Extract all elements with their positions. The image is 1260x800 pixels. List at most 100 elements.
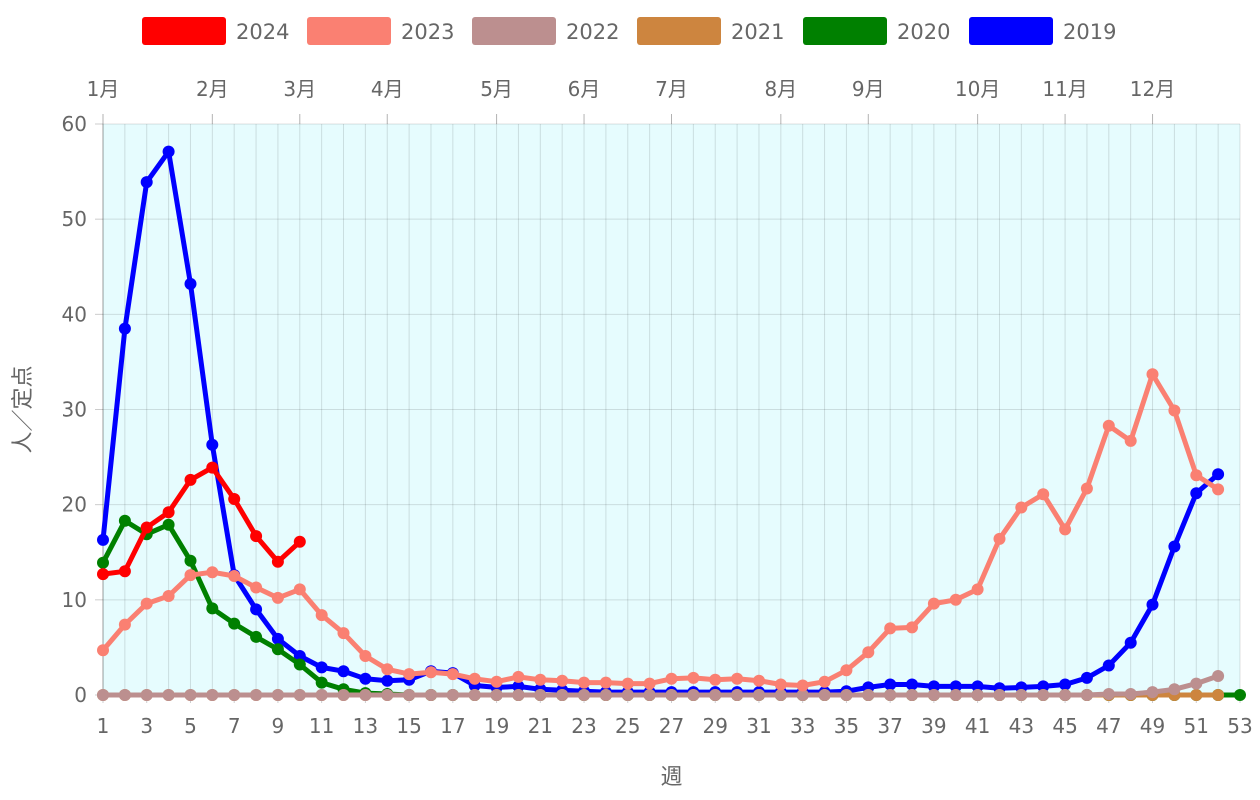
data-point-2022[interactable]	[621, 689, 634, 701]
data-point-2019[interactable]	[337, 665, 350, 678]
data-point-2020[interactable]	[315, 676, 328, 689]
data-point-2019[interactable]	[315, 661, 328, 674]
data-point-2022[interactable]	[293, 689, 306, 701]
data-point-2023[interactable]	[1102, 419, 1115, 432]
data-point-2023[interactable]	[359, 650, 372, 662]
data-point-2023[interactable]	[556, 674, 569, 687]
data-point-2024[interactable]	[206, 461, 219, 474]
data-point-2023[interactable]	[621, 677, 634, 690]
data-point-2022[interactable]	[534, 689, 547, 701]
data-point-2023[interactable]	[468, 672, 481, 685]
legend-item-2021[interactable]: 2021	[637, 17, 784, 45]
data-point-2019[interactable]	[1059, 678, 1072, 691]
data-point-2022[interactable]	[97, 689, 109, 701]
data-point-2023[interactable]	[599, 676, 612, 689]
data-point-2023[interactable]	[97, 644, 109, 657]
data-point-2023[interactable]	[578, 676, 590, 689]
data-point-2023[interactable]	[971, 583, 984, 596]
data-point-2023[interactable]	[1015, 501, 1028, 514]
data-point-2019[interactable]	[293, 650, 306, 662]
data-point-2022[interactable]	[337, 689, 350, 701]
data-point-2019[interactable]	[1190, 487, 1203, 500]
data-point-2023[interactable]	[337, 627, 350, 640]
data-point-2022[interactable]	[687, 689, 700, 701]
data-point-2019[interactable]	[250, 603, 263, 616]
data-point-2023[interactable]	[906, 621, 918, 634]
data-point-2023[interactable]	[1190, 469, 1203, 482]
data-point-2019[interactable]	[1146, 598, 1159, 611]
data-point-2022[interactable]	[1059, 689, 1072, 701]
data-point-2022[interactable]	[818, 689, 831, 701]
data-point-2023[interactable]	[796, 679, 809, 692]
data-point-2022[interactable]	[927, 689, 940, 701]
data-point-2023[interactable]	[490, 675, 503, 688]
data-point-2022[interactable]	[140, 689, 153, 701]
data-point-2020[interactable]	[228, 617, 241, 630]
data-point-2019[interactable]	[1102, 659, 1115, 672]
data-point-2019[interactable]	[1037, 680, 1050, 693]
data-point-2023[interactable]	[993, 532, 1006, 545]
data-point-2022[interactable]	[490, 689, 503, 701]
legend-item-2024[interactable]: 2024	[142, 17, 289, 45]
data-point-2022[interactable]	[796, 689, 809, 701]
data-point-2020[interactable]	[184, 554, 197, 567]
data-point-2022[interactable]	[884, 689, 897, 701]
data-point-2023[interactable]	[425, 666, 437, 679]
data-point-2022[interactable]	[1146, 686, 1159, 699]
data-point-2022[interactable]	[118, 689, 131, 701]
data-point-2024[interactable]	[293, 535, 306, 548]
data-point-2023[interactable]	[206, 566, 219, 579]
data-point-2022[interactable]	[271, 689, 284, 701]
data-point-2022[interactable]	[468, 689, 481, 701]
data-point-2022[interactable]	[162, 689, 175, 701]
data-point-2022[interactable]	[1015, 689, 1028, 701]
legend-item-2019[interactable]: 2019	[969, 17, 1116, 45]
data-point-2020[interactable]	[1234, 689, 1246, 701]
data-point-2019[interactable]	[512, 680, 525, 693]
data-point-2023[interactable]	[1146, 368, 1159, 381]
data-point-2019[interactable]	[927, 680, 940, 693]
data-point-2022[interactable]	[1124, 688, 1137, 700]
data-point-2019[interactable]	[206, 438, 219, 451]
data-point-2022[interactable]	[840, 689, 853, 701]
data-point-2022[interactable]	[315, 689, 328, 701]
data-point-2023[interactable]	[643, 677, 656, 690]
data-point-2022[interactable]	[1037, 689, 1050, 701]
data-point-2023[interactable]	[949, 593, 962, 606]
data-point-2022[interactable]	[1102, 688, 1115, 700]
data-point-2023[interactable]	[228, 570, 241, 582]
data-point-2019[interactable]	[971, 680, 984, 693]
data-point-2022[interactable]	[1168, 683, 1181, 696]
data-point-2020[interactable]	[250, 630, 263, 643]
data-point-2022[interactable]	[949, 689, 962, 701]
data-point-2020[interactable]	[271, 643, 284, 656]
data-point-2019[interactable]	[359, 672, 372, 685]
data-point-2019[interactable]	[1168, 540, 1181, 553]
data-point-2023[interactable]	[687, 671, 700, 684]
data-point-2022[interactable]	[1190, 677, 1203, 690]
data-point-2023[interactable]	[184, 569, 197, 582]
data-point-2023[interactable]	[884, 622, 897, 635]
data-point-2019[interactable]	[1080, 671, 1093, 684]
data-point-2023[interactable]	[927, 597, 940, 610]
data-point-2023[interactable]	[840, 664, 853, 677]
data-point-2022[interactable]	[599, 689, 612, 701]
data-point-2024[interactable]	[140, 521, 153, 534]
data-point-2023[interactable]	[534, 673, 547, 686]
data-point-2021[interactable]	[1190, 689, 1203, 701]
data-point-2022[interactable]	[512, 689, 525, 701]
data-point-2023[interactable]	[1212, 483, 1225, 496]
data-point-2019[interactable]	[97, 533, 109, 546]
data-point-2022[interactable]	[709, 689, 722, 701]
data-point-2023[interactable]	[862, 646, 875, 659]
data-point-2022[interactable]	[425, 689, 437, 701]
data-point-2022[interactable]	[1212, 670, 1225, 682]
data-point-2022[interactable]	[731, 689, 744, 701]
data-point-2021[interactable]	[1212, 689, 1225, 701]
legend-item-2020[interactable]: 2020	[803, 17, 950, 45]
data-point-2023[interactable]	[1124, 434, 1137, 447]
data-point-2020[interactable]	[293, 658, 306, 671]
data-point-2022[interactable]	[446, 689, 459, 701]
data-point-2023[interactable]	[665, 672, 678, 685]
data-point-2023[interactable]	[293, 583, 306, 596]
